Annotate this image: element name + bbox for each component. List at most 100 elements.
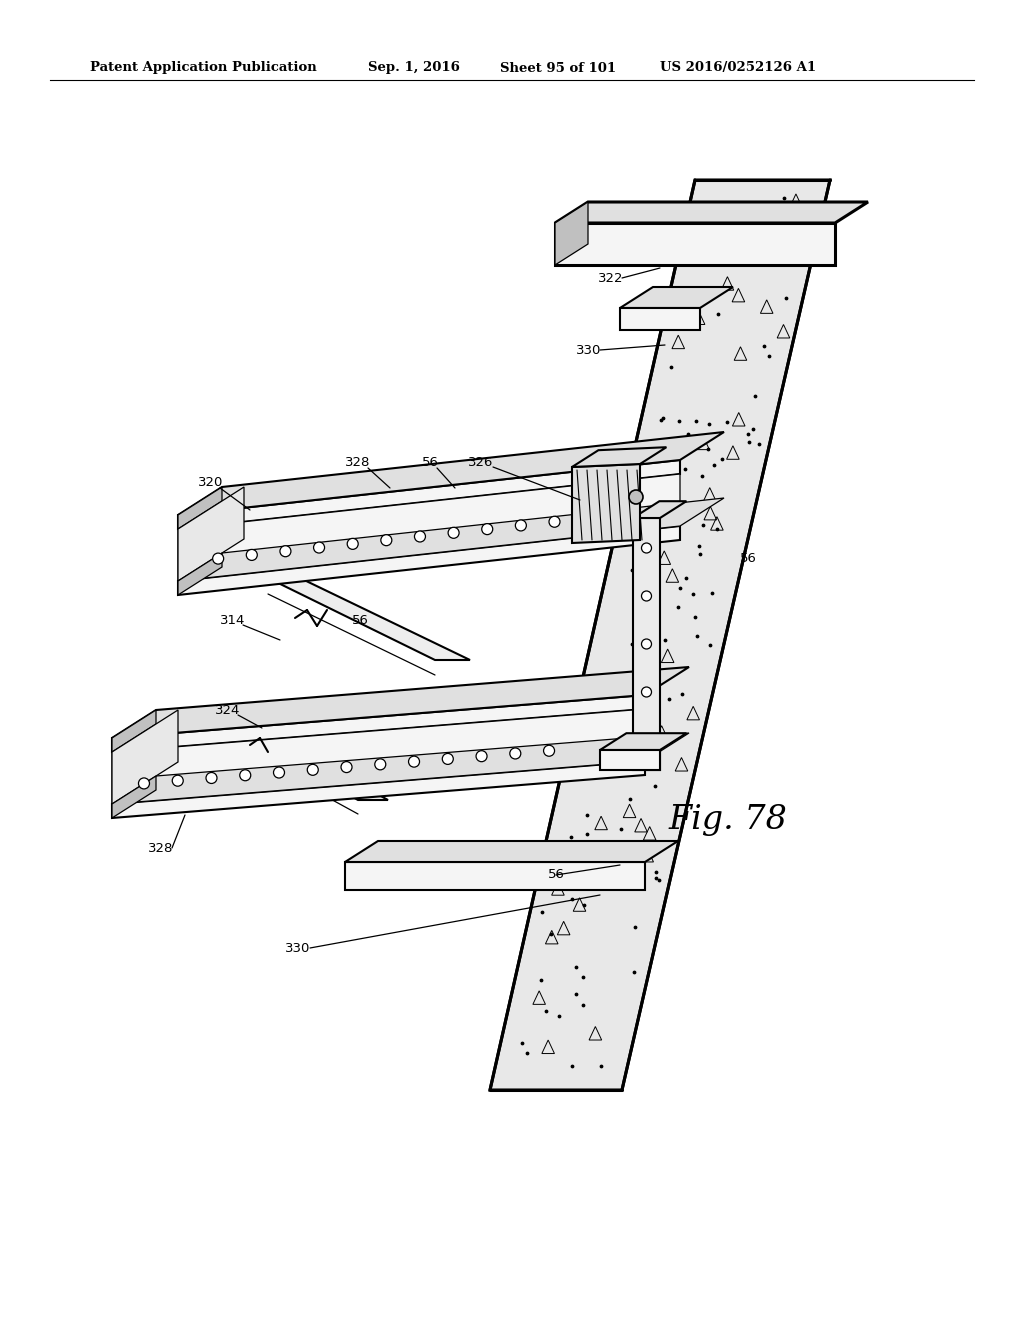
Point: [624, 560, 640, 581]
Point: [575, 994, 592, 1015]
Point: [701, 635, 718, 656]
Text: 328: 328: [148, 842, 173, 854]
Circle shape: [515, 520, 526, 531]
Polygon shape: [345, 862, 645, 890]
Point: [691, 536, 708, 557]
Point: [685, 583, 701, 605]
Point: [705, 582, 721, 603]
Polygon shape: [112, 776, 156, 818]
Point: [579, 804, 595, 825]
Polygon shape: [268, 578, 470, 660]
Point: [740, 206, 757, 227]
Point: [710, 304, 726, 325]
Circle shape: [313, 543, 325, 553]
Circle shape: [247, 549, 257, 561]
Text: 324: 324: [215, 704, 241, 717]
Point: [706, 454, 722, 475]
Point: [534, 970, 550, 991]
Point: [654, 408, 671, 429]
Circle shape: [415, 531, 425, 543]
Circle shape: [273, 767, 285, 777]
Polygon shape: [112, 762, 645, 818]
Circle shape: [476, 751, 487, 762]
Point: [636, 725, 652, 746]
Point: [622, 788, 638, 809]
Point: [657, 630, 674, 651]
Point: [761, 346, 777, 367]
Point: [567, 957, 584, 978]
Polygon shape: [555, 223, 835, 265]
Point: [719, 411, 735, 432]
Point: [746, 385, 763, 407]
Point: [674, 684, 690, 705]
Circle shape: [280, 545, 291, 557]
Polygon shape: [555, 202, 868, 223]
Point: [564, 888, 581, 909]
Point: [514, 1032, 530, 1053]
Polygon shape: [112, 667, 689, 738]
Polygon shape: [600, 733, 686, 750]
Point: [741, 220, 758, 242]
Text: Patent Application Publication: Patent Application Publication: [90, 62, 316, 74]
Point: [614, 733, 631, 754]
Circle shape: [381, 535, 392, 545]
Text: 56: 56: [422, 455, 439, 469]
Circle shape: [341, 762, 352, 772]
Point: [612, 871, 629, 892]
Point: [700, 413, 717, 434]
Point: [699, 438, 716, 459]
Point: [694, 466, 711, 487]
Polygon shape: [633, 502, 686, 517]
Circle shape: [641, 735, 651, 744]
Circle shape: [138, 777, 150, 789]
Point: [740, 424, 757, 445]
Point: [751, 433, 767, 454]
Point: [651, 870, 668, 891]
Circle shape: [510, 748, 521, 759]
Circle shape: [641, 686, 651, 697]
Polygon shape: [112, 710, 156, 752]
Point: [692, 544, 709, 565]
Circle shape: [213, 553, 223, 564]
Polygon shape: [178, 474, 680, 581]
Point: [671, 411, 687, 432]
Point: [709, 519, 725, 540]
Text: Sep. 1, 2016: Sep. 1, 2016: [368, 62, 460, 74]
Point: [635, 731, 651, 752]
Point: [648, 862, 665, 883]
Circle shape: [307, 764, 318, 775]
Point: [568, 983, 585, 1005]
Point: [669, 470, 685, 491]
Point: [579, 824, 595, 845]
Point: [653, 409, 670, 430]
Point: [695, 515, 712, 536]
Point: [612, 818, 629, 840]
Circle shape: [240, 770, 251, 780]
Polygon shape: [178, 487, 244, 581]
Circle shape: [641, 591, 651, 601]
Circle shape: [449, 527, 459, 539]
Point: [677, 458, 693, 479]
Point: [664, 356, 680, 378]
Point: [744, 418, 761, 440]
Point: [593, 1055, 609, 1076]
Polygon shape: [178, 525, 680, 595]
Point: [775, 187, 792, 209]
Point: [551, 1006, 567, 1027]
Point: [680, 424, 696, 445]
Text: 322: 322: [598, 272, 624, 285]
Circle shape: [549, 516, 560, 527]
Circle shape: [172, 775, 183, 787]
Point: [687, 606, 703, 627]
Point: [519, 1041, 536, 1063]
Polygon shape: [178, 459, 680, 529]
Point: [767, 238, 783, 259]
Text: 328: 328: [345, 457, 371, 470]
Point: [702, 286, 719, 308]
Circle shape: [641, 543, 651, 553]
Polygon shape: [620, 308, 700, 330]
Text: Fig. 78: Fig. 78: [668, 804, 786, 836]
Point: [672, 578, 688, 599]
Point: [543, 924, 559, 945]
Text: 56: 56: [548, 869, 565, 882]
